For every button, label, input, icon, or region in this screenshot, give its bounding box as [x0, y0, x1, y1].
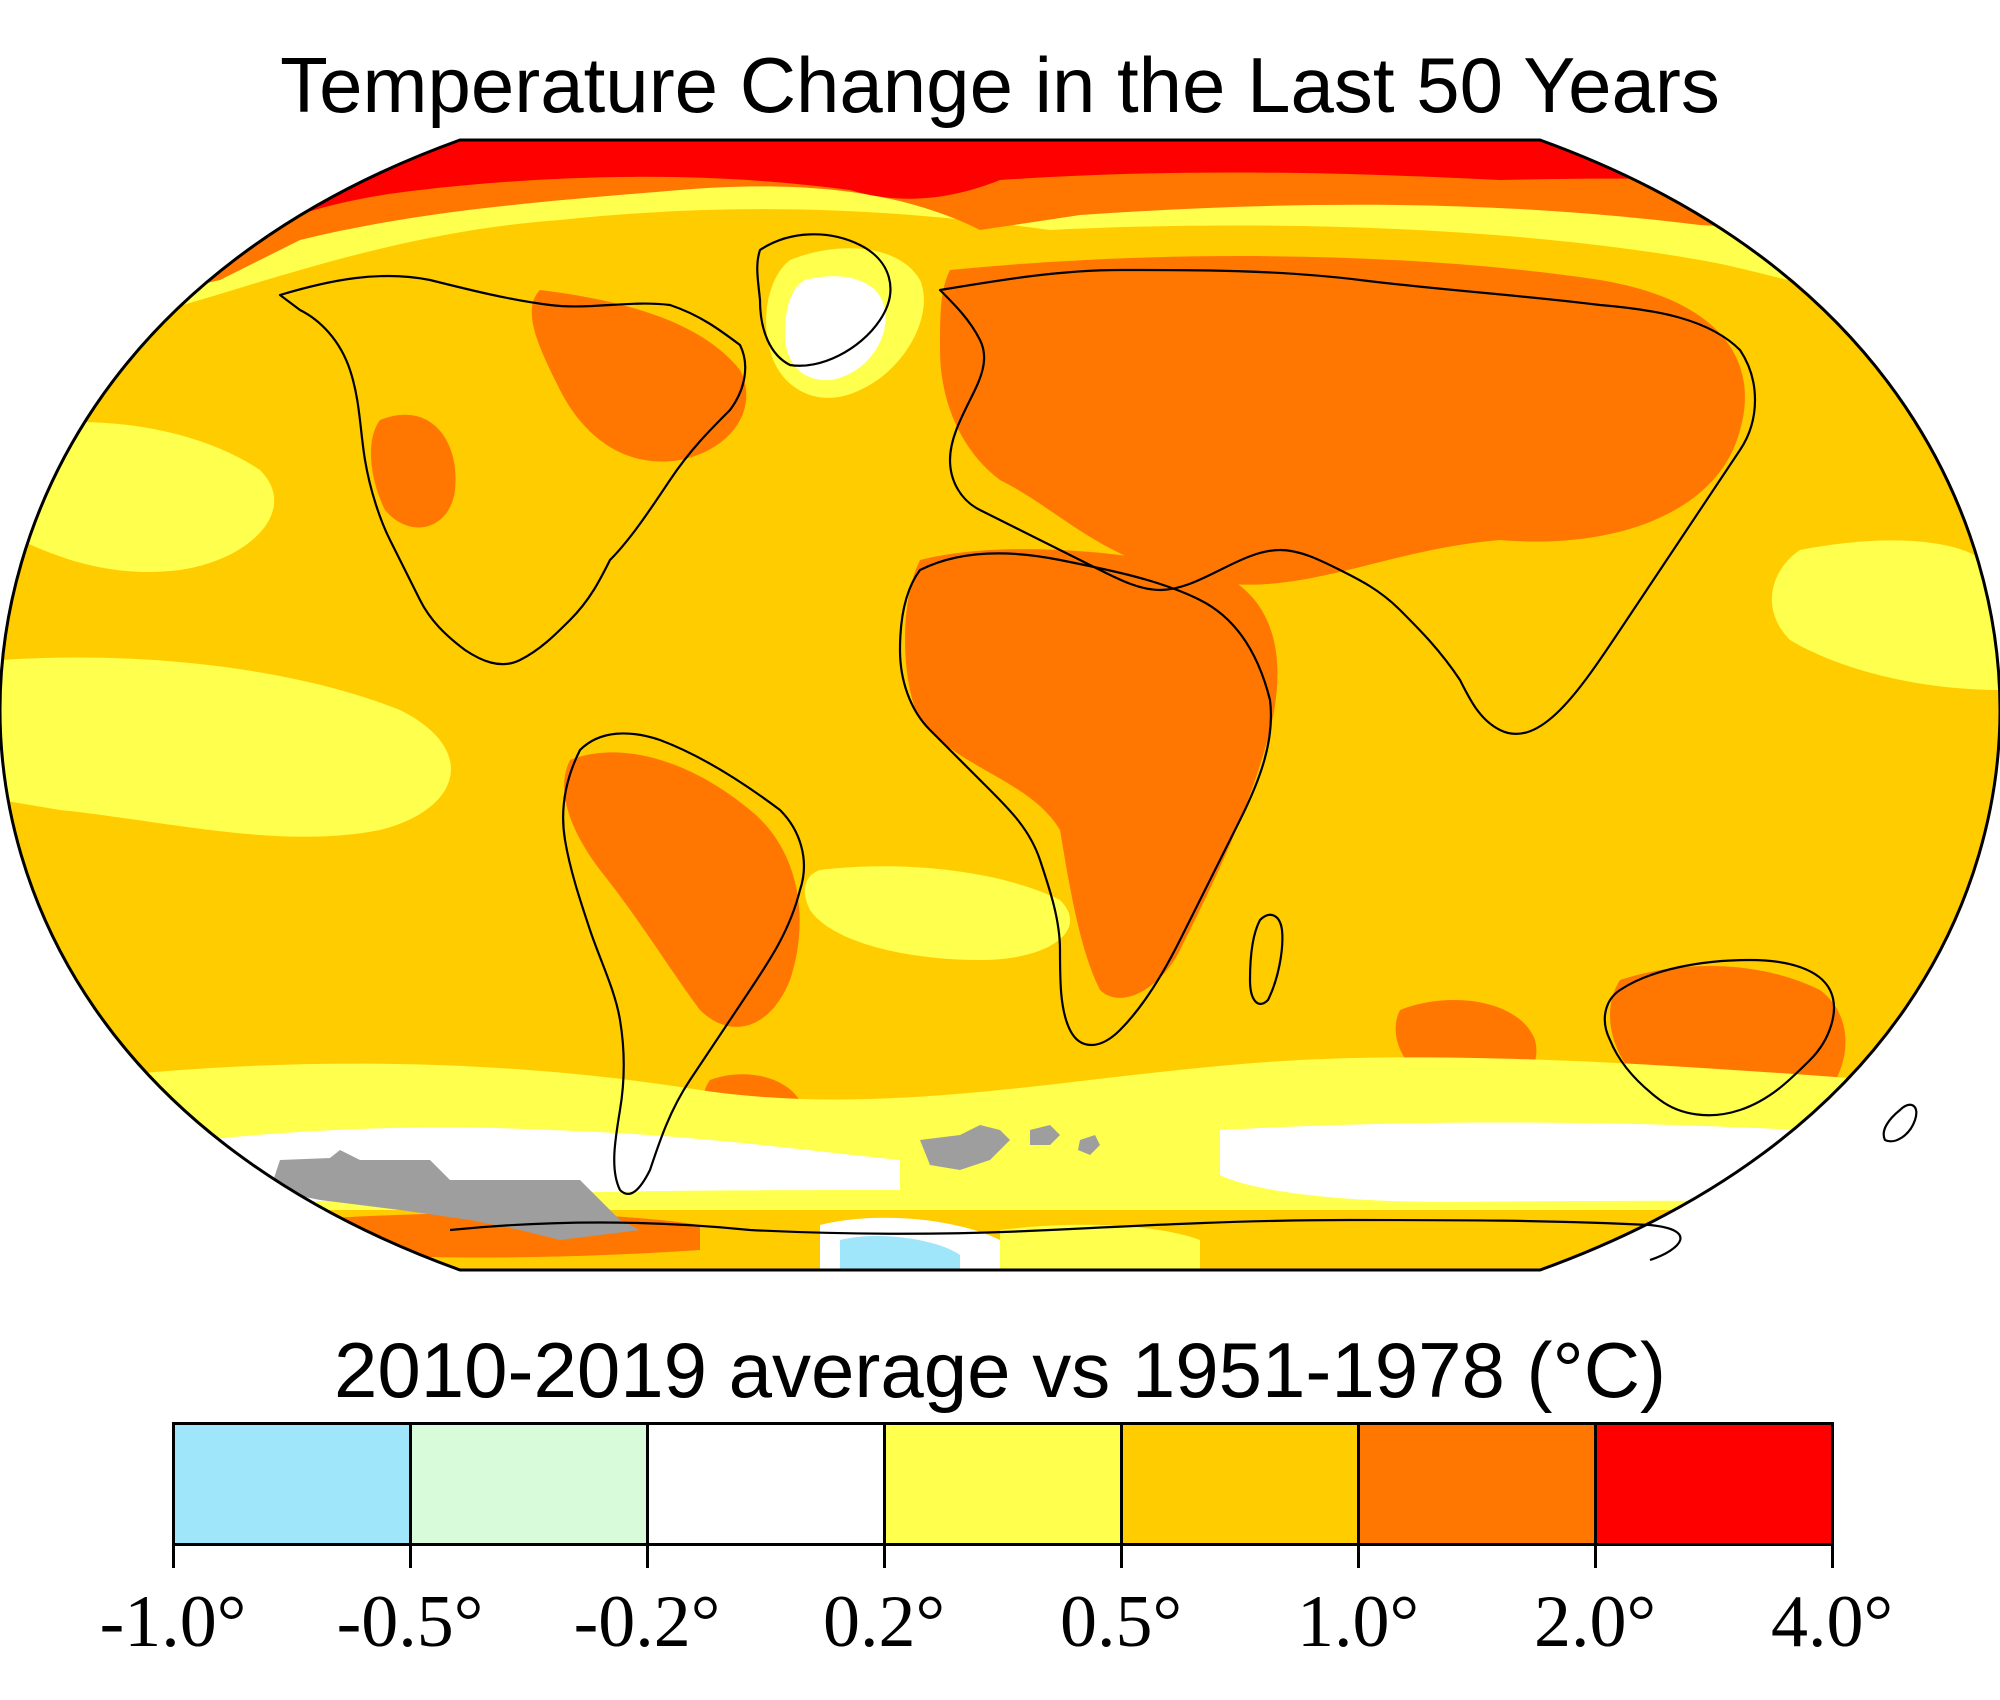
legend-tick: [1831, 1546, 1834, 1568]
legend-bin-6: [1360, 1425, 1597, 1543]
legend-tick: [883, 1546, 886, 1568]
coast-new-zealand: [1882, 1103, 1918, 1143]
no-data-region-central: [920, 1125, 1010, 1170]
map-frame: [0, 138, 2000, 1272]
legend-tick-label: 2.0°: [1533, 1581, 1657, 1663]
legend-ticks: [172, 1546, 1834, 1568]
world-map: [0, 130, 2000, 1280]
legend-bin-1: [175, 1425, 412, 1543]
legend-tick: [1357, 1546, 1360, 1568]
legend-tick: [172, 1546, 175, 1568]
legend-tick-label: 4.0°: [1770, 1581, 1894, 1663]
coast-greenland: [756, 233, 892, 367]
legend-tick-label: 0.2°: [822, 1581, 946, 1663]
coastlines: [278, 233, 1918, 1262]
coast-africa: [898, 552, 1273, 1046]
legend-tick-label: 1.0°: [1296, 1581, 1420, 1663]
no-data-patch-1: [1030, 1125, 1060, 1145]
coast-north-america: [278, 274, 747, 666]
north-pacific-mild: [0, 422, 275, 572]
legend-tick-label: -1.0°: [99, 1581, 247, 1663]
north-atlantic-cold-spot: [785, 276, 886, 381]
east-antarctica-mild: [1000, 1224, 1200, 1270]
coast-south-america: [562, 732, 805, 1195]
legend-bin-3: [649, 1425, 886, 1543]
temperature-map-svg: [0, 138, 2000, 1272]
south-atlantic-mild: [804, 866, 1071, 960]
legend-tick: [409, 1546, 412, 1568]
legend-tick: [1594, 1546, 1597, 1568]
legend-bin-7: [1597, 1425, 1831, 1543]
eastern-pacific-mild: [0, 657, 451, 837]
legend-tick: [646, 1546, 649, 1568]
canada-strong-warm: [531, 290, 747, 462]
western-pacific-mild: [1771, 540, 2000, 690]
legend-tick-label: -0.2°: [573, 1581, 721, 1663]
south-america-strong-warm: [564, 752, 800, 1027]
legend-tick-label: 0.5°: [1059, 1581, 1183, 1663]
legend-bin-5: [1123, 1425, 1360, 1543]
africa-strong-warm: [905, 549, 1278, 998]
western-us-strong-warm: [370, 414, 456, 528]
legend-bin-2: [412, 1425, 649, 1543]
no-data-region-west: [270, 1150, 640, 1240]
coast-antarctica: [449, 1218, 1682, 1262]
legend-tick-label: -0.5°: [336, 1581, 484, 1663]
legend-tick: [1120, 1546, 1123, 1568]
no-data-patch-2: [1078, 1135, 1100, 1155]
color-legend: [172, 1422, 1834, 1546]
map-title: Temperature Change in the Last 50 Years: [280, 41, 1720, 129]
coast-madagascar: [1248, 913, 1284, 1005]
coast-australia: [1603, 958, 1835, 1117]
coast-eurasia: [938, 268, 1756, 735]
legend-bin-4: [886, 1425, 1123, 1543]
legend-title: 2010-2019 average vs 1951-1978 (°C): [333, 1326, 1667, 1414]
eurasia-strong-warm: [940, 256, 1745, 585]
antarctica-cold-spot: [840, 1235, 960, 1270]
arctic-hot-band: [0, 140, 2000, 270]
